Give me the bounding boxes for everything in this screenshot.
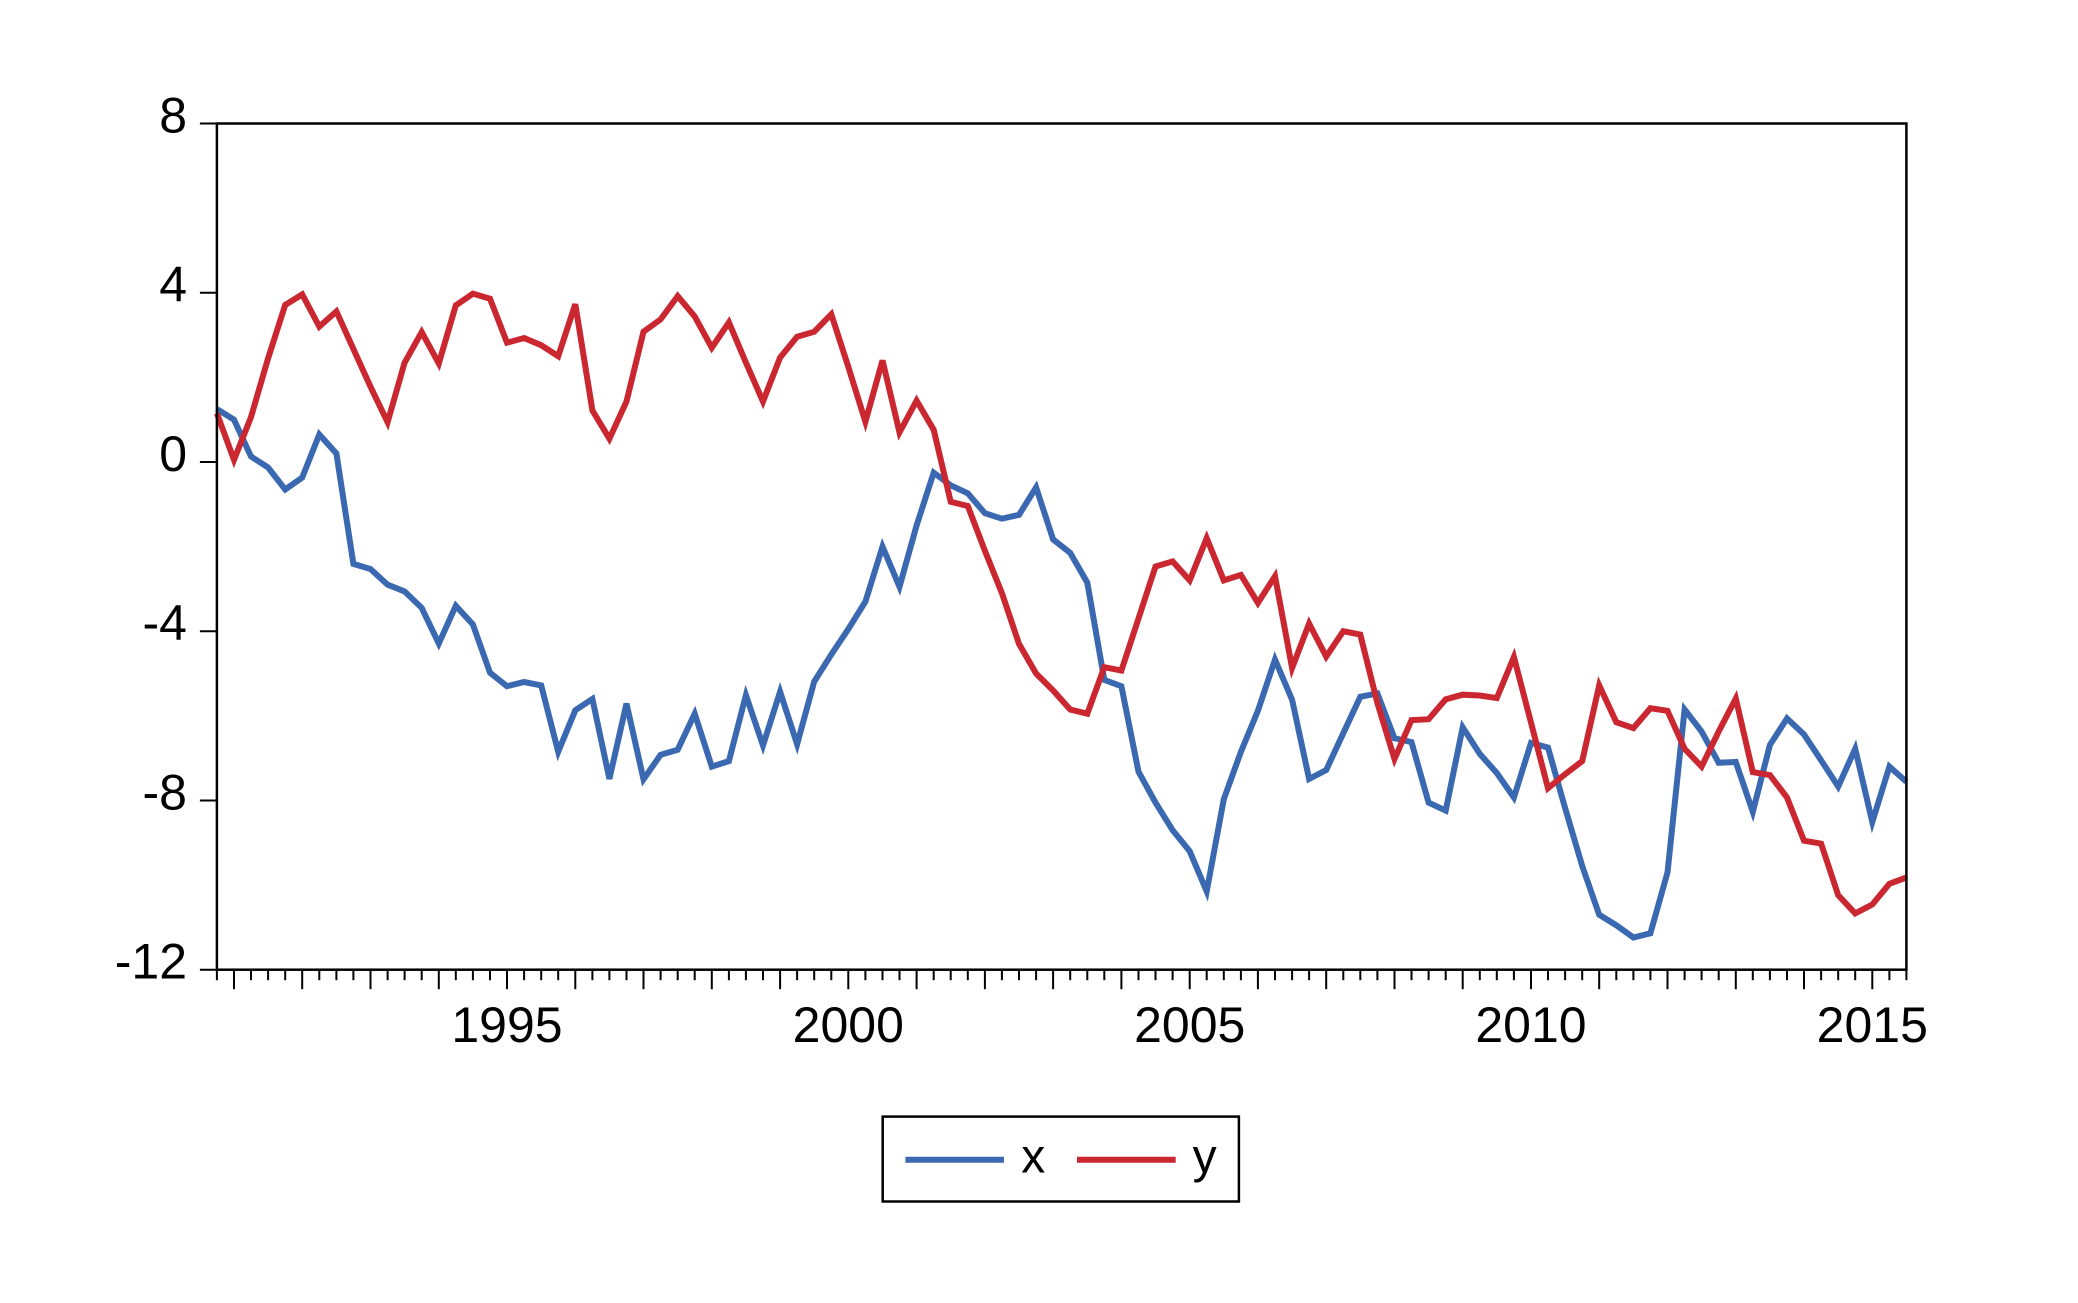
svg-text:4: 4 — [159, 257, 187, 313]
svg-text:0: 0 — [159, 426, 187, 482]
svg-text:-4: -4 — [143, 595, 187, 651]
svg-text:1995: 1995 — [451, 997, 562, 1053]
svg-text:2005: 2005 — [1134, 997, 1245, 1053]
svg-text:8: 8 — [159, 88, 187, 144]
svg-text:2000: 2000 — [793, 997, 904, 1053]
svg-text:y: y — [1193, 1131, 1217, 1184]
svg-text:x: x — [1021, 1131, 1045, 1184]
svg-text:2015: 2015 — [1817, 997, 1928, 1053]
svg-text:-8: -8 — [143, 765, 187, 821]
svg-text:2010: 2010 — [1475, 997, 1586, 1053]
svg-text:-12: -12 — [115, 934, 187, 990]
